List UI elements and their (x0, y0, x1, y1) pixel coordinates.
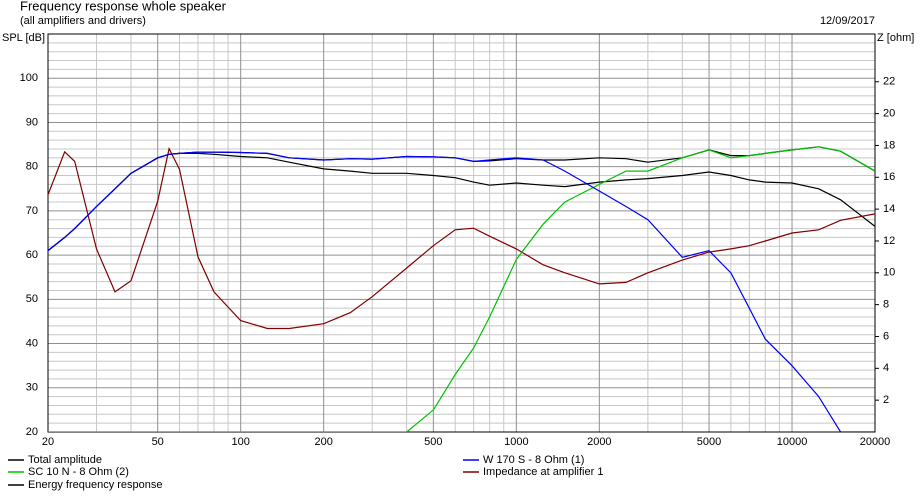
plot-border (47, 33, 876, 433)
y2-tick-label: 18 (883, 139, 895, 151)
series-line (48, 146, 875, 432)
y2-tick-label: 12 (883, 235, 895, 247)
x-tick-label: 1000 (504, 436, 528, 448)
y2-axis-label: Z [ohm] (877, 32, 914, 44)
x-tick-label: 2000 (587, 436, 611, 448)
chart-title: Frequency response whole speaker (20, 0, 227, 13)
legend-label: Energy frequency response (28, 479, 163, 491)
y2-tick-label: 6 (883, 330, 889, 342)
y2-tick-label: 8 (883, 299, 889, 311)
y-tick-label: 40 (26, 337, 38, 349)
y-tick-label: 80 (26, 161, 38, 173)
y2-tick-label: 16 (883, 171, 895, 183)
y2-tick-label: 20 (883, 108, 895, 120)
x-tick-label: 50 (152, 436, 164, 448)
x-tick-label: 10000 (777, 436, 808, 448)
x-tick-label: 5000 (697, 436, 721, 448)
y2-tick-label: 14 (883, 203, 895, 215)
y-tick-label: 90 (26, 116, 38, 128)
y-tick-label: 70 (26, 205, 38, 217)
date: 12/09/2017 (820, 15, 875, 27)
y-tick-label: 50 (26, 293, 38, 305)
y2-tick-label: 22 (883, 76, 895, 88)
chart-subtitle: (all amplifiers and drivers) (20, 15, 146, 27)
x-tick-label: 20000 (860, 436, 891, 448)
plot-lines (48, 146, 875, 432)
y-tick-label: 30 (26, 382, 38, 394)
legend-label: Impedance at amplifier 1 (483, 466, 603, 478)
y2-tick-label: 10 (883, 267, 895, 279)
y-axis-label: SPL [dB] (2, 32, 45, 44)
x-tick-label: 500 (424, 436, 442, 448)
x-tick-label: 20 (42, 436, 54, 448)
y-tick-label: 60 (26, 249, 38, 261)
y2-tick-label: 4 (883, 362, 889, 374)
x-tick-label: 200 (314, 436, 332, 448)
y-tick-label: 100 (20, 72, 38, 84)
legend-label: SC 10 N - 8 Ohm (2) (28, 466, 129, 478)
legend-label: W 170 S - 8 Ohm (1) (483, 454, 584, 466)
y2-tick-label: 2 (883, 394, 889, 406)
series-line (48, 146, 875, 330)
y-tick-label: 20 (26, 426, 38, 438)
series-line (48, 151, 875, 432)
x-tick-label: 100 (232, 436, 250, 448)
legend-label: Total amplitude (28, 454, 102, 466)
